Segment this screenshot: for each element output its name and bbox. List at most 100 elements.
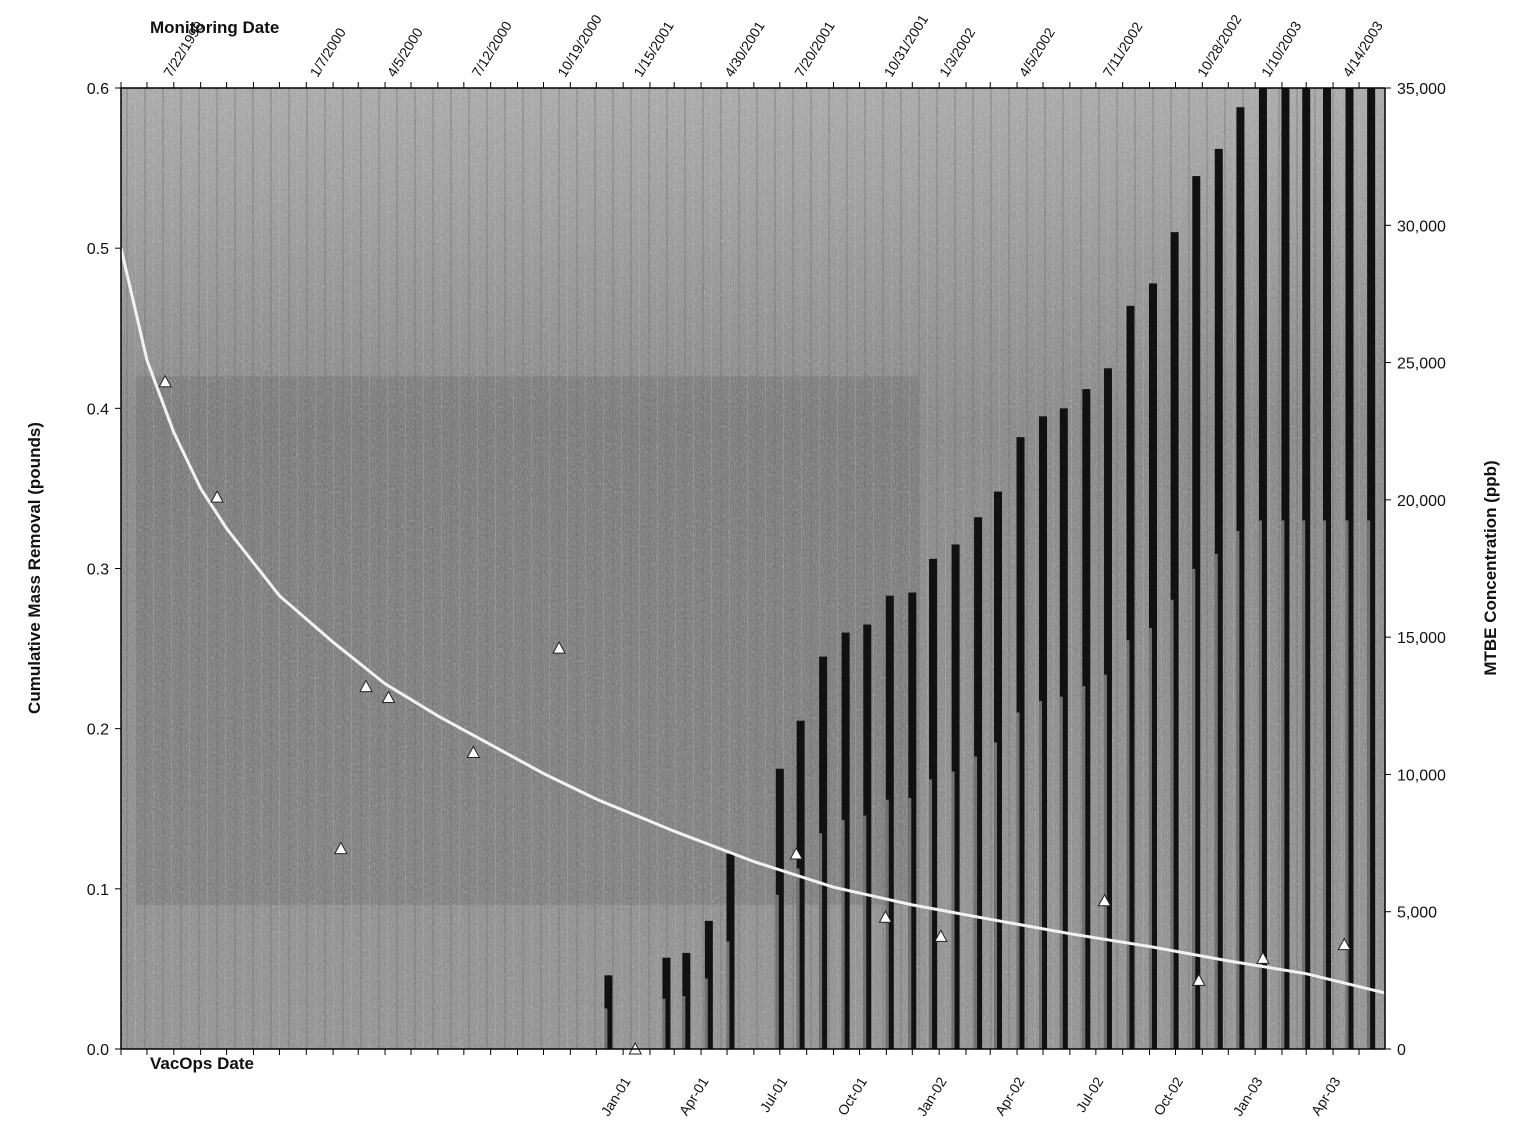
bar-highlight: [1082, 686, 1086, 1049]
vacops-date-label: Jan-01: [597, 1074, 633, 1119]
bar-highlight: [951, 771, 955, 1049]
bar-highlight: [796, 868, 800, 1049]
bar-highlight: [1302, 520, 1306, 1049]
bar-highlight: [1214, 553, 1218, 1049]
left-tick-label: 0.1: [87, 882, 109, 899]
bar: [775, 768, 784, 1049]
bar: [1016, 437, 1025, 1049]
scatter-point: [1337, 937, 1352, 951]
monitoring-date-label: 4/30/2001: [721, 18, 768, 79]
bar-highlight: [1258, 520, 1262, 1049]
monitoring-date-label: 4/5/2002: [1015, 25, 1058, 80]
bar: [863, 624, 872, 1049]
bar-highlight: [1322, 520, 1326, 1049]
bar-highlight: [863, 815, 867, 1049]
scatter-point: [158, 374, 172, 388]
bar-highlight: [1016, 712, 1020, 1049]
monitoring-date-label: 4/5/2000: [383, 25, 426, 80]
bar: [1345, 88, 1354, 1049]
bar: [796, 720, 805, 1049]
top-axis-title: Monitoring Date: [150, 18, 279, 37]
bar: [1214, 148, 1223, 1049]
bar: [682, 952, 691, 1049]
scatter-point: [381, 690, 396, 704]
monitoring-date-label: 1/10/2003: [1258, 18, 1305, 79]
bar-highlight: [1345, 520, 1349, 1049]
bar-highlight: [1126, 640, 1130, 1049]
scatter-point: [210, 490, 224, 503]
bar-highlight: [841, 819, 845, 1049]
scatter-point: [1256, 951, 1270, 964]
bar-highlight: [1281, 520, 1285, 1049]
bar: [1039, 416, 1048, 1049]
monitoring-date-label: 1/7/2000: [306, 25, 349, 80]
bar: [1367, 88, 1376, 1049]
right-tick-label: 25,000: [1397, 356, 1446, 373]
scatter-point: [334, 841, 348, 855]
monitoring-date-label: 7/12/2000: [468, 18, 515, 79]
bar: [885, 595, 894, 1049]
right-tick-label: 20,000: [1397, 493, 1446, 510]
vacops-date-label: Jul-02: [1073, 1074, 1107, 1115]
scatter-point: [1097, 893, 1112, 907]
vacops-date-label: Jan-03: [1229, 1074, 1265, 1119]
bar-highlight: [974, 756, 978, 1049]
bar-highlight: [1103, 674, 1107, 1049]
bar-highlight: [1367, 520, 1371, 1049]
right-axis-title: MTBE Concentration (ppb): [1481, 460, 1500, 675]
monitoring-date-label: 10/28/2002: [1194, 12, 1245, 80]
bar-highlight: [726, 941, 730, 1049]
monitoring-date-label: 7/20/2001: [791, 18, 838, 79]
line-series: [119, 247, 1386, 995]
bar-highlight: [885, 799, 889, 1049]
left-tick-label: 0.3: [87, 562, 109, 579]
left-tick-label: 0.4: [87, 401, 109, 418]
bar-highlight: [929, 779, 933, 1049]
bar: [1148, 283, 1157, 1049]
right-tick-label: 10,000: [1397, 767, 1446, 784]
scatter-point: [934, 929, 948, 942]
bar-highlight: [775, 894, 779, 1049]
scatter-point: [1192, 973, 1206, 986]
bar-highlight: [604, 1008, 608, 1049]
bar: [974, 517, 983, 1049]
monitoring-date-label: 7/11/2002: [1099, 19, 1145, 80]
monitoring-date-label: 4/14/2003: [1339, 18, 1386, 79]
bar-highlight: [682, 996, 686, 1049]
bar: [908, 592, 917, 1049]
bar-highlight: [819, 833, 823, 1049]
scatter-point: [552, 641, 566, 654]
bar: [841, 632, 850, 1049]
bar: [1170, 232, 1179, 1049]
bar-highlight: [704, 978, 708, 1049]
bar: [1059, 408, 1068, 1049]
bar-highlight: [1192, 568, 1196, 1049]
bar: [1281, 88, 1290, 1049]
right-tick-label: 0: [1397, 1042, 1406, 1059]
left-tick-label: 0.5: [87, 241, 109, 258]
bar-series: [604, 88, 1376, 1050]
right-tick-label: 35,000: [1397, 81, 1446, 98]
scatter-point: [359, 679, 373, 693]
bar-highlight: [1039, 701, 1043, 1049]
bar: [819, 656, 828, 1049]
bar-highlight: [1170, 599, 1174, 1049]
bar-highlight: [908, 797, 912, 1049]
bar: [994, 491, 1003, 1049]
bar: [1126, 305, 1135, 1049]
vacops-date-label: Oct-02: [1150, 1074, 1186, 1118]
left-tick-label: 0.2: [87, 722, 109, 739]
bar-highlight: [994, 742, 998, 1049]
bar: [726, 853, 735, 1049]
vacops-date-label: Oct-01: [834, 1074, 870, 1118]
bar: [1192, 176, 1201, 1049]
scatter-point: [789, 847, 804, 860]
vacops-date-label: Apr-01: [676, 1074, 712, 1118]
bar-highlight: [1148, 627, 1152, 1049]
bar: [1236, 107, 1245, 1050]
right-tick-label: 15,000: [1397, 630, 1446, 647]
vacops-date-label: Apr-03: [1308, 1074, 1344, 1118]
bar-highlight: [1059, 696, 1063, 1049]
vacops-date-label: Jul-01: [757, 1074, 791, 1115]
